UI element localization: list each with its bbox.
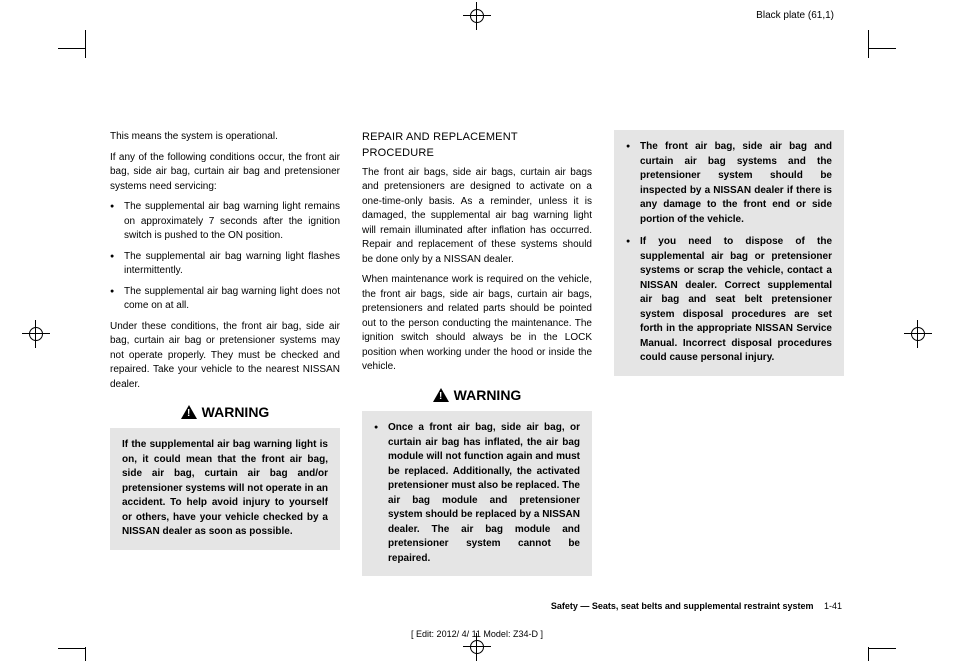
warning-icon [181,405,197,419]
warning-heading: WARNING [362,385,592,405]
column-3: The front air bag, side air bag and curt… [614,130,844,601]
warning-text: If the supplemental air bag warning ligh… [122,439,328,537]
section-heading: REPAIR AND REPLACEMENT PROCEDURE [362,130,592,162]
footer-section: Safety — Seats, seat belts and supplemen… [551,601,842,611]
page-content: This means the system is operational. If… [110,130,844,601]
registration-mark [904,320,932,348]
warning-label: WARNING [202,402,270,422]
registration-mark [22,320,50,348]
crop-mark [58,648,86,649]
bullet-list: The supplemental air bag warning light r… [110,200,340,314]
body-text: Under these conditions, the front air ba… [110,320,340,393]
crop-mark [868,647,869,661]
crop-mark [85,647,86,661]
warning-box: The front air bag, side air bag and curt… [614,130,844,376]
crop-mark [868,30,869,58]
column-1: This means the system is operational. If… [110,130,340,601]
warning-list-item: If you need to dispose of the supplement… [626,235,832,366]
crop-mark [85,30,86,58]
warning-list-item: Once a front air bag, side air bag, or c… [374,421,580,566]
warning-box: Once a front air bag, side air bag, or c… [362,411,592,576]
warning-box: If the supplemental air bag warning ligh… [110,428,340,550]
list-item: The supplemental air bag warning light r… [110,200,340,244]
warning-icon [433,388,449,402]
page-number: 1-41 [824,601,842,611]
body-text: If any of the following conditions occur… [110,151,340,195]
warning-list-item: The front air bag, side air bag and curt… [626,140,832,227]
crop-mark [868,648,896,649]
column-2: REPAIR AND REPLACEMENT PROCEDURE The fro… [362,130,592,601]
section-title: Safety — Seats, seat belts and supplemen… [551,601,814,611]
footer-edit-info: [ Edit: 2012/ 4/ 11 Model: Z34-D ] [0,629,954,639]
list-item: The supplemental air bag warning light f… [110,250,340,279]
body-text: This means the system is operational. [110,130,340,145]
crop-mark [58,48,86,49]
body-text: When maintenance work is required on the… [362,273,592,375]
body-text: The front air bags, side air bags, curta… [362,166,592,268]
warning-label: WARNING [454,385,522,405]
list-item: The supplemental air bag warning light d… [110,285,340,314]
crop-mark [868,48,896,49]
plate-tag: Black plate (61,1) [756,10,834,21]
warning-heading: WARNING [110,402,340,422]
registration-mark [463,2,491,30]
